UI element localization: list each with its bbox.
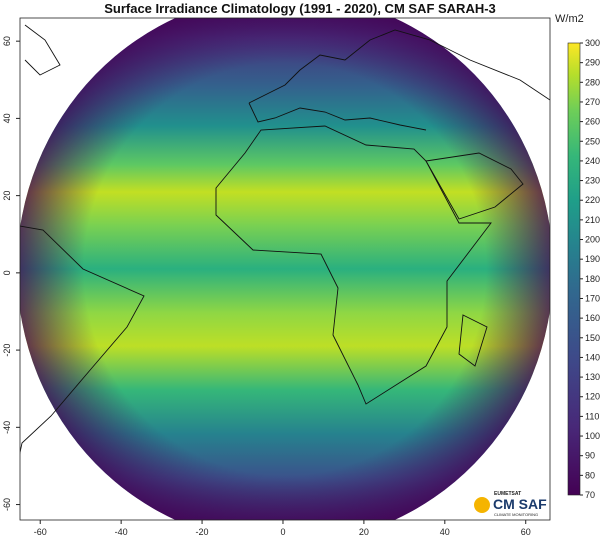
colorbar-tick-label: 220 [585, 195, 600, 205]
x-tick-label: 0 [280, 527, 285, 537]
arabia-coast [425, 152, 524, 220]
europe-coast [248, 29, 550, 104]
colorbar-tick-label: 110 [585, 411, 599, 421]
y-tick-label: 40 [2, 113, 12, 123]
colorbar-tick-label: 190 [585, 254, 600, 264]
logo-org: EUMETSAT [494, 491, 521, 497]
y-tick-label: 60 [2, 36, 12, 46]
colorbar-tick-label: 70 [585, 490, 595, 500]
logo-tagline: CLIMATE MONITORING [494, 512, 538, 517]
colorbar-tick-label: 200 [585, 235, 600, 245]
africa-coast [215, 125, 492, 405]
logo-name: CM SAF [493, 496, 547, 512]
colorbar-tick-label: 300 [585, 38, 600, 48]
colorbar-tick-label: 280 [585, 77, 600, 87]
colorbar-tick-label: 80 [585, 470, 595, 480]
colorbar-tick-label: 140 [585, 352, 600, 362]
y-tick-label: 20 [2, 191, 12, 201]
europe-south-coast [248, 102, 427, 131]
colorbar-tick-label: 260 [585, 117, 600, 127]
x-tick-label: 40 [440, 527, 450, 537]
y-tick-label: -60 [2, 498, 12, 511]
title: Surface Irradiance Climatology (1991 - 2… [104, 1, 496, 16]
colorbar [567, 42, 581, 496]
colorbar-tick-label: 250 [585, 136, 600, 146]
colorbar-tick-label: 270 [585, 97, 600, 107]
colorbar-tick-label: 170 [585, 293, 600, 303]
colorbar-tick-label: 90 [585, 451, 595, 461]
map-area [20, 18, 550, 520]
frame [19, 17, 551, 521]
y-tick-label: -20 [2, 344, 12, 357]
south-america-coast [20, 225, 145, 455]
colorbar-tick-label: 240 [585, 156, 600, 166]
colorbar-tick-label: 180 [585, 274, 600, 284]
colorbar-tick-label: 150 [585, 333, 600, 343]
greenland-coast [24, 24, 61, 76]
x-tick-label: 60 [521, 527, 531, 537]
colorbar-unit: W/m2 [555, 13, 584, 25]
colorbar-tick-label: 160 [585, 313, 600, 323]
colorbar-tick-label: 130 [585, 372, 600, 382]
colorbar-tick-label: 290 [585, 58, 600, 68]
y-tick-label: -40 [2, 421, 12, 434]
colorbar-tick-label: 210 [585, 215, 600, 225]
x-tick-label: -60 [34, 527, 47, 537]
disc-limb [20, 18, 550, 520]
x-tick-label: -40 [115, 527, 128, 537]
logo-icon [474, 497, 490, 513]
x-tick-label: 20 [359, 527, 369, 537]
colorbar-tick-label: 120 [585, 392, 600, 402]
x-tick-label: -20 [196, 527, 209, 537]
colorbar-tick-label: 100 [585, 431, 600, 441]
madagascar-coast [458, 314, 488, 367]
colorbar-tick-label: 230 [585, 176, 600, 186]
y-tick-label: 0 [2, 270, 12, 275]
